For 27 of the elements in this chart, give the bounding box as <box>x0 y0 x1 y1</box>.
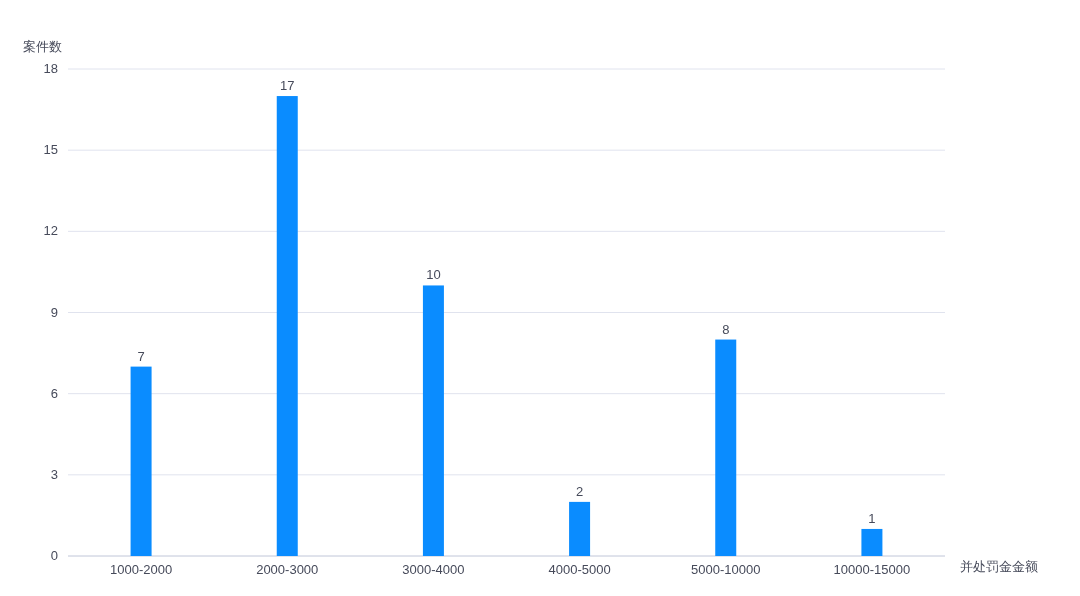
bar <box>276 96 298 556</box>
x-tick-label: 10000-15000 <box>833 562 911 577</box>
data-label: 17 <box>280 78 295 94</box>
x-tick-label: 2000-3000 <box>256 562 319 577</box>
bar <box>130 366 152 556</box>
y-tick-label: 9 <box>50 304 58 320</box>
y-tick-label: 6 <box>50 385 58 401</box>
bar <box>861 528 883 556</box>
y-axis-title: 案件数 <box>22 39 62 54</box>
data-label: 7 <box>137 348 145 364</box>
data-label: 1 <box>868 510 876 526</box>
y-tick-label: 15 <box>43 142 58 158</box>
x-tick-label: 3000-4000 <box>402 562 465 577</box>
data-label: 2 <box>575 483 584 499</box>
y-tick-label: 18 <box>43 61 58 76</box>
data-label: 8 <box>722 321 730 337</box>
y-tick-label: 0 <box>50 548 58 563</box>
bar <box>422 285 444 556</box>
bar <box>569 501 591 556</box>
x-tick-label: 5000-10000 <box>691 562 761 577</box>
y-tick-label: 12 <box>43 223 58 239</box>
x-axis-title: 并处罚金金额 <box>960 559 1038 574</box>
y-tick-label: 3 <box>50 466 58 482</box>
x-tick-label: 1000-2000 <box>110 562 173 577</box>
bar <box>715 339 737 556</box>
data-label: 10 <box>426 267 441 283</box>
x-tick-label: 4000-5000 <box>548 562 611 577</box>
